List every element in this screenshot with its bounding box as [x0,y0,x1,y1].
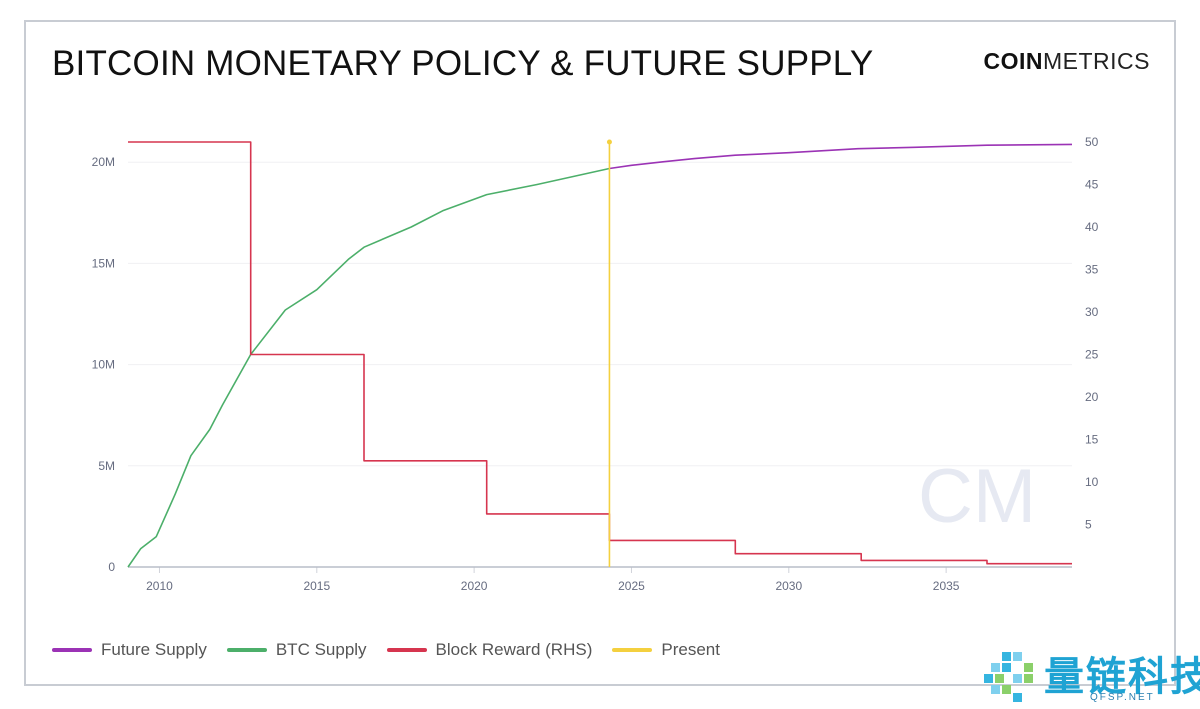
x-tick-label: 2010 [146,579,173,593]
y2-tick-label: 35 [1085,263,1099,277]
legend-swatch-present [612,648,653,652]
legend-item-btc-supply[interactable]: BTC Supply [226,640,367,660]
y-tick-label: 15M [92,256,115,270]
legend-swatch-btc-supply [226,648,267,652]
x-tick-label: 2015 [303,579,330,593]
cm-watermark-logo: CM [918,454,1036,539]
y-tick-label: 5M [98,459,115,473]
chart-title: BITCOIN MONETARY POLICY & FUTURE SUPPLY [52,44,874,83]
series-future-supply [609,143,1073,170]
legend-item-block-reward[interactable]: Block Reward (RHS) [386,640,593,660]
legend-item-future-supply[interactable]: Future Supply [52,640,207,660]
x-tick-label: 2035 [933,579,960,593]
y2-tick-label: 30 [1085,305,1099,319]
series-btc-supply [127,167,610,568]
x-tick-label: 2020 [461,579,488,593]
legend-label-btc-supply: BTC Supply [275,640,367,659]
y2-tick-label: 15 [1085,433,1099,447]
y-tick-label: 10M [92,358,115,372]
qfsp-logo-icon [984,652,1033,702]
present-marker-dot [606,139,612,145]
legend-label-present: Present [661,640,720,659]
y2-tick-label: 25 [1085,348,1099,362]
y2-tick-label: 20 [1085,390,1099,404]
y2-tick-label: 5 [1085,518,1092,532]
legend-swatch-future-supply [52,648,92,652]
x-tick-label: 2025 [618,579,645,593]
y2-tick-label: 50 [1085,135,1099,149]
watermark-subtext: QFSP.NET [1090,692,1155,703]
x-tick-label: 2030 [775,579,802,593]
y2-tick-label: 10 [1085,475,1099,489]
logo-text-bold: COIN [983,48,1043,74]
legend-swatch-block-reward [386,648,427,652]
legend-label-future-supply: Future Supply [101,640,207,659]
coinmetrics-logo: COINMETRICS [984,48,1151,75]
y-tick-label: 0 [108,560,115,574]
y-tick-label: 20M [92,155,115,169]
legend-item-present[interactable]: Present [612,640,720,660]
chart-card: BITCOIN MONETARY POLICY & FUTURE SUPPLY … [24,20,1176,686]
chart-legend: Future Supply BTC Supply Block Reward (R… [52,640,720,660]
logo-text-regular: METRICS [1043,48,1150,74]
legend-label-block-reward: Block Reward (RHS) [435,640,593,659]
y2-tick-label: 45 [1085,178,1099,192]
qfsp-watermark: 量链科技 QFSP.NET [978,642,1200,709]
watermark-text: 量链科技 [1044,655,1200,699]
y2-tick-label: 40 [1085,220,1099,234]
